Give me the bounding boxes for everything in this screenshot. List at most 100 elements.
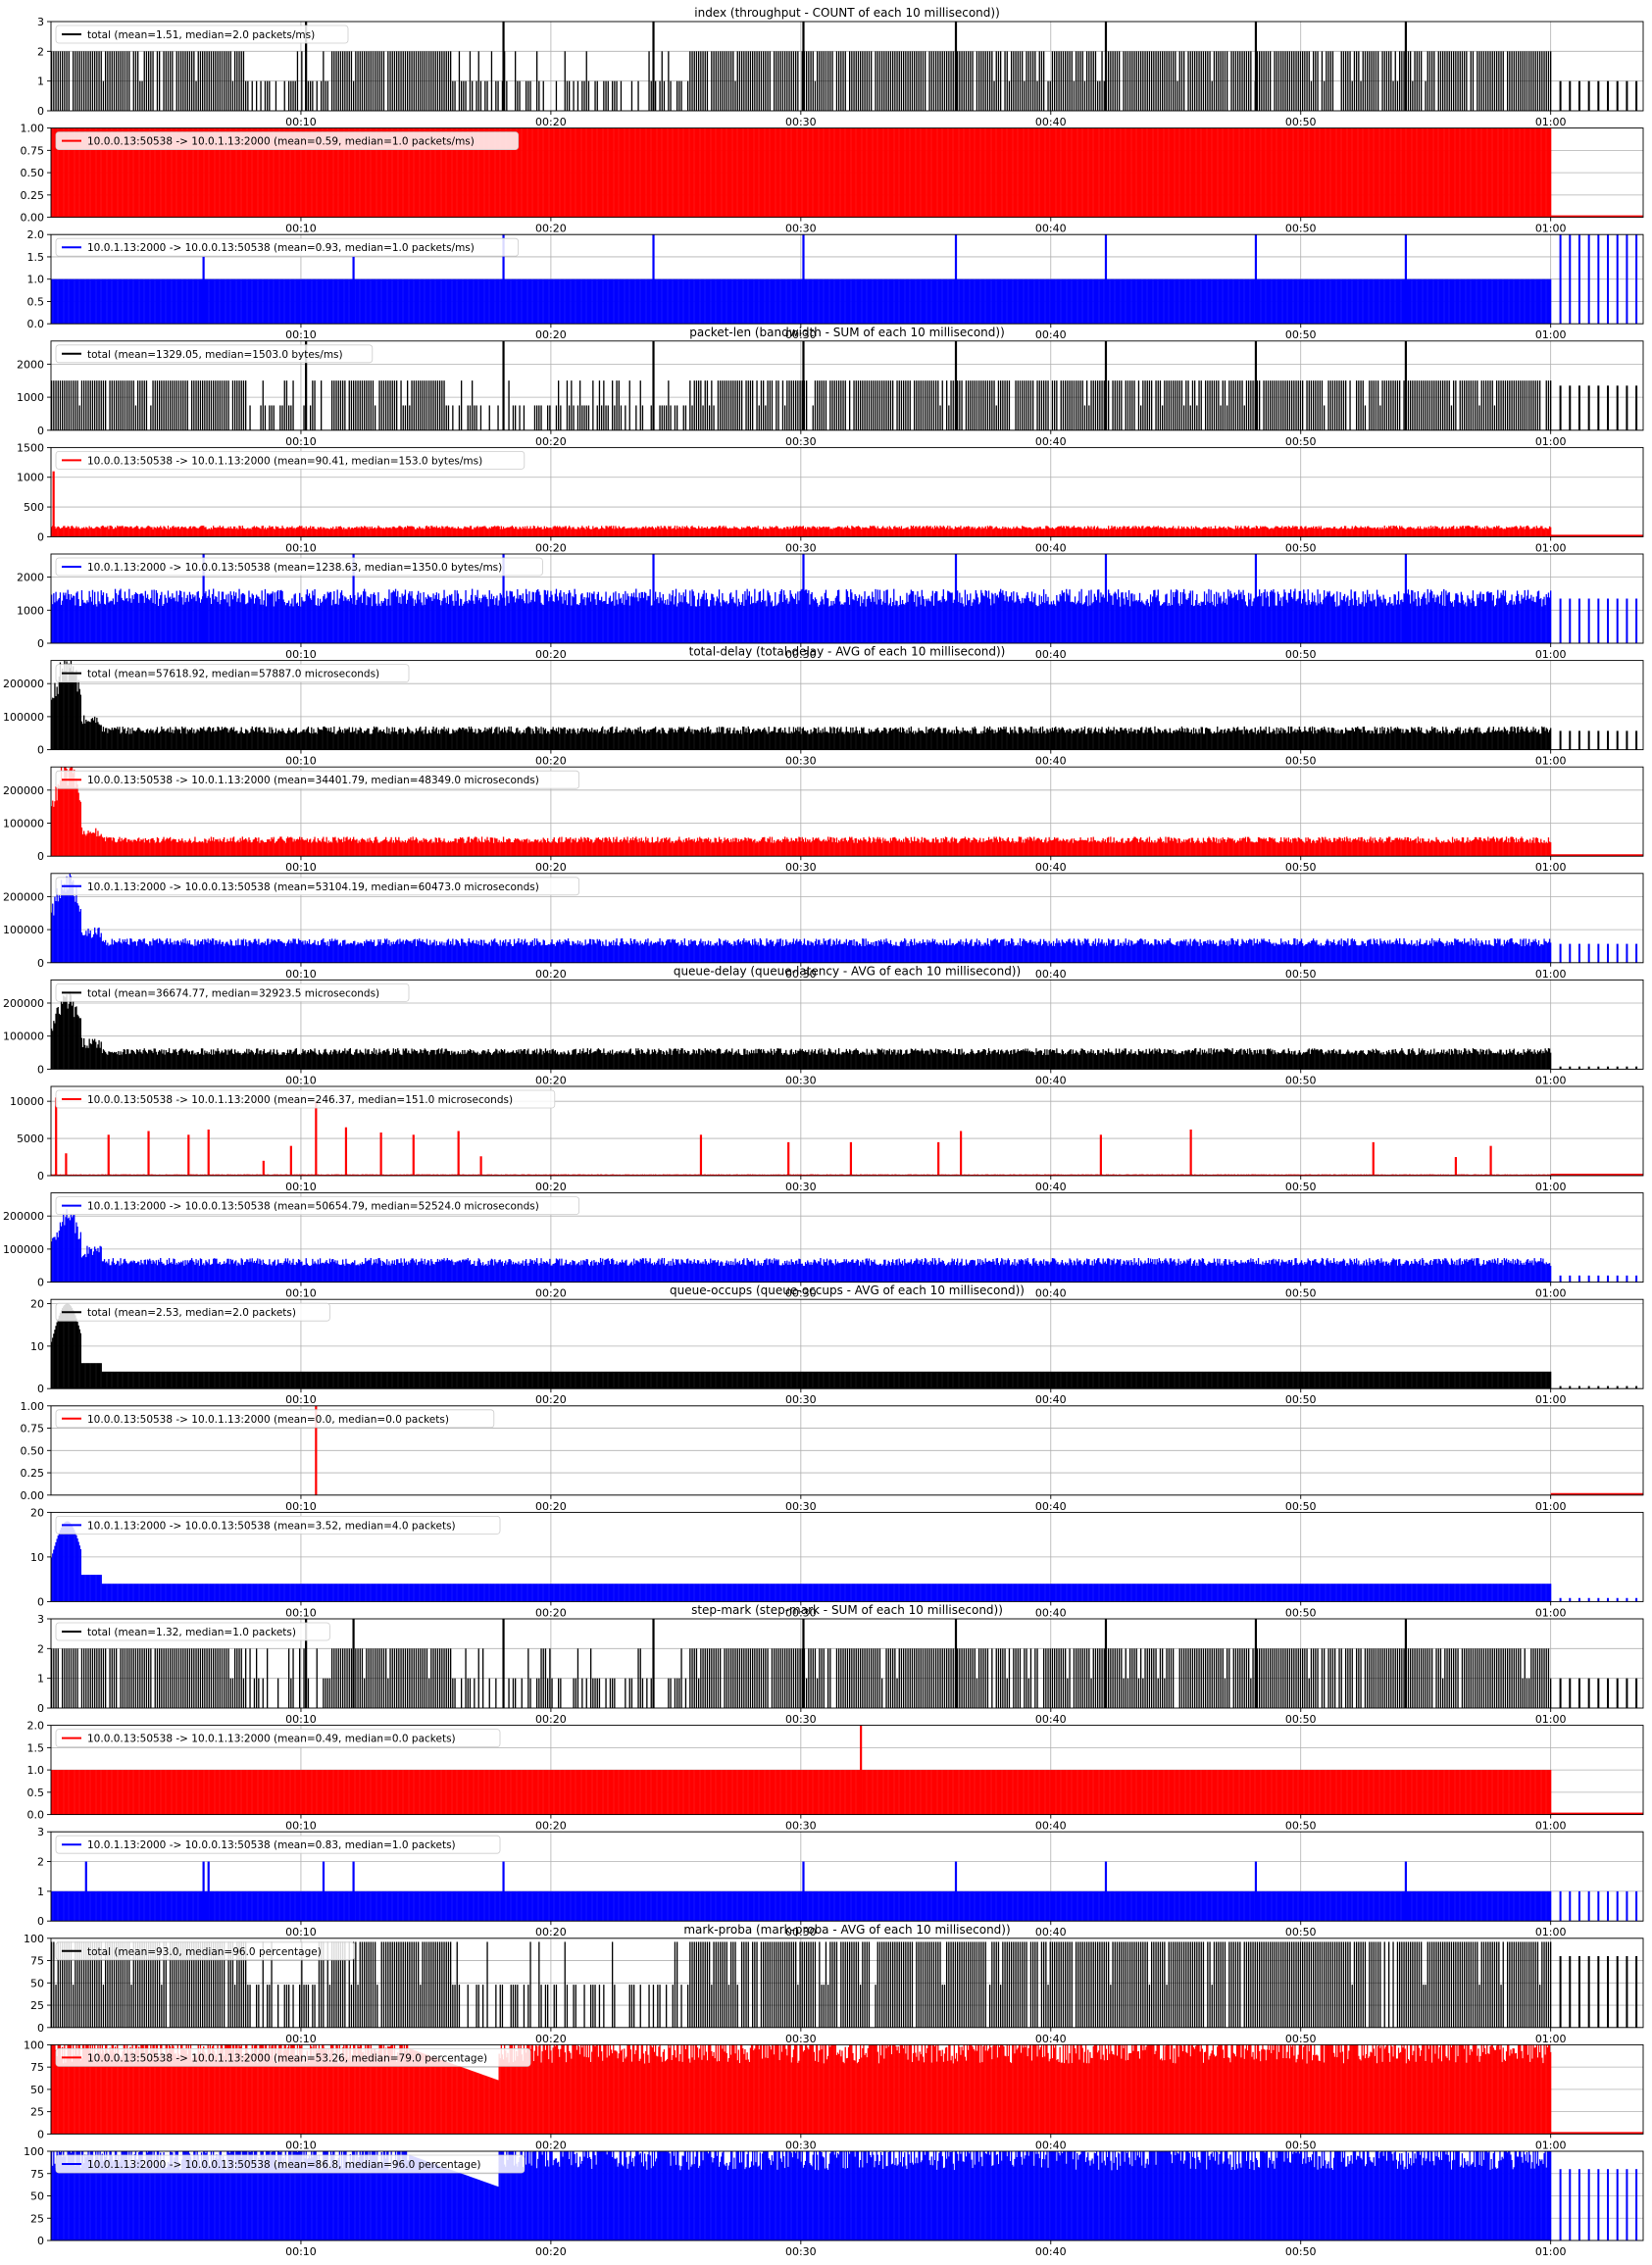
bar [133,380,134,430]
bar [1176,380,1177,430]
bar [1354,51,1355,111]
bar [1532,380,1533,430]
bar [245,380,246,430]
bar [1494,405,1495,429]
bar [157,380,158,430]
bar [635,405,636,429]
bar [155,380,156,430]
bar [152,380,153,430]
legend-label: 10.0.0.13:50538 -> 10.0.1.13:2000 (mean=… [87,136,475,148]
bar [547,405,548,429]
bar [1341,380,1342,430]
bar [968,51,969,111]
bar [989,380,990,430]
bar [405,405,406,429]
tail-bar [1617,234,1619,324]
bar [612,81,613,111]
bar [1377,51,1378,111]
bar [640,380,641,430]
bar [935,51,936,111]
bar [1261,51,1262,111]
bar [538,405,539,429]
bar [489,405,490,429]
legend: total (mean=1.51, median=2.0 packets/ms) [56,25,348,43]
legend-label: total (mean=1329.05, median=1503.0 bytes… [87,349,343,361]
bar [734,380,735,430]
spike-bar [203,257,205,324]
bar [331,380,332,430]
spike-bar [652,234,654,324]
bar [991,380,992,430]
bar [1093,380,1094,430]
bar [1338,380,1339,430]
bar [443,51,444,111]
bar [1500,51,1501,111]
bar [76,51,77,111]
bar [1004,380,1005,430]
bar [972,51,973,111]
bar [998,380,999,430]
bar [536,405,537,429]
bar [849,51,850,111]
bar [1104,380,1105,430]
bar [711,51,712,111]
bar [90,380,91,430]
bar [105,380,106,430]
bar [722,51,723,111]
bar [707,380,708,430]
bar [1099,81,1100,111]
bar [288,405,289,429]
bar [312,81,313,111]
bar [621,81,622,111]
bar [970,51,971,111]
bar [1155,51,1156,111]
bar [1209,380,1210,430]
bar [222,51,223,111]
bar [619,380,620,430]
bar [939,405,940,429]
bar [279,405,280,429]
bar [1374,380,1375,430]
bar [1082,51,1083,111]
bar [1063,51,1064,111]
bar [209,380,210,430]
bar [896,380,897,430]
bar [1376,51,1377,111]
bar [1077,51,1078,111]
bar [1166,51,1167,111]
bar [443,380,444,430]
bar [217,380,218,430]
bar [573,405,574,429]
bar [135,51,136,111]
bar [616,380,617,430]
bar [879,51,880,111]
bar [519,81,520,111]
bar [371,380,372,430]
bar [114,380,115,430]
bar [1392,380,1393,430]
bar [1140,405,1141,429]
bar [1036,380,1037,430]
bar [130,380,131,430]
series-bars [51,472,1643,537]
bar [349,51,350,111]
bar [172,380,173,430]
bar [387,380,388,430]
bar [407,51,408,111]
bar [1147,380,1148,430]
bar [1374,51,1375,111]
group-title: index (throughput - COUNT of each 10 mil… [694,6,1000,20]
bar [1334,380,1335,430]
x-tick-label: 00:50 [1285,435,1317,448]
bar [1095,51,1096,111]
bar [1115,380,1116,430]
bar [1018,51,1019,111]
bar [58,380,59,430]
bar [446,51,447,111]
bar [583,405,584,429]
bar [821,51,822,111]
bar [1427,380,1428,430]
bar [1043,380,1044,430]
bar [743,51,744,111]
bar [1164,380,1165,430]
